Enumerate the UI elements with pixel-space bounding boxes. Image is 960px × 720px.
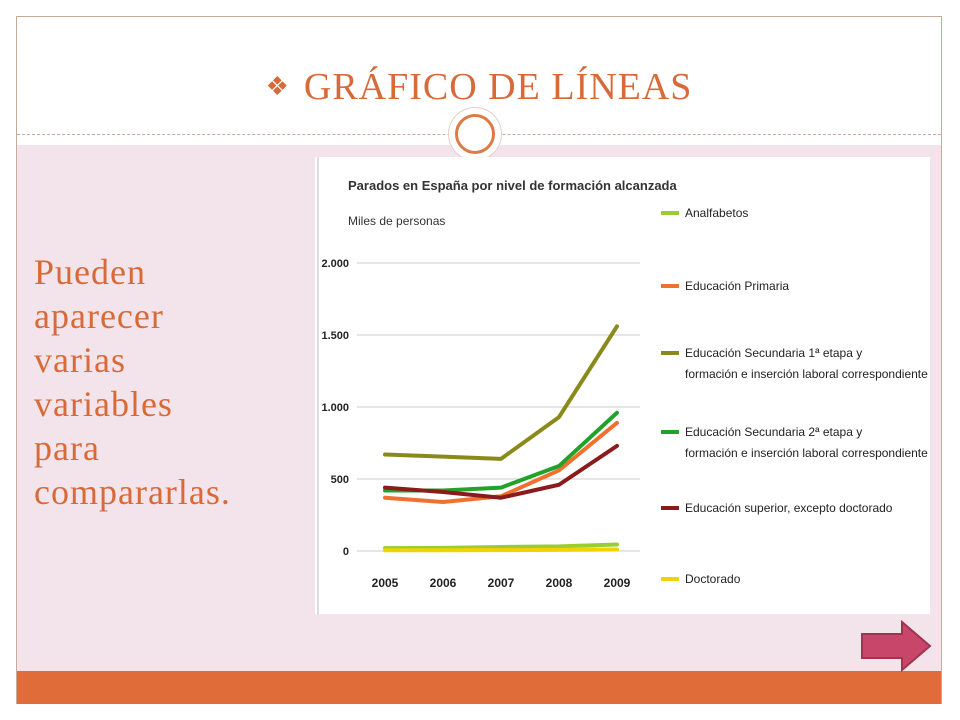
body-line: Pueden	[34, 252, 146, 292]
y-tick-label: 2.000	[321, 258, 349, 270]
legend-entry: Doctorado	[685, 572, 741, 586]
legend-entry: Educación Primaria	[685, 279, 789, 293]
ornament-circle-icon	[449, 108, 501, 160]
line-chart-svg: Parados en España por nivel de formación…	[317, 157, 928, 614]
slide-title: ❖ GRÁFICO DE LÍNEAS	[17, 65, 941, 109]
body-line: aparecer	[34, 296, 164, 336]
legend-entry: Educación Secundaria 2ª etapa y formación…	[685, 425, 928, 460]
body-line: varias	[34, 340, 126, 380]
footer-bar	[17, 671, 941, 704]
x-tick-label: 2009	[604, 576, 631, 590]
series-line	[383, 443, 619, 500]
x-tick-label: 2008	[546, 576, 573, 590]
series-line	[383, 542, 619, 551]
body-line: para	[34, 428, 100, 468]
diamond-bullet-icon: ❖	[265, 72, 290, 101]
arrow-right-icon	[861, 620, 932, 672]
next-slide-button[interactable]	[860, 620, 932, 672]
slide-body-text: Pueden aparecer varias variables para co…	[34, 250, 304, 514]
slide-title-text: GRÁFICO DE LÍNEAS	[303, 66, 693, 108]
series-line	[383, 324, 619, 461]
legend-entry: Analfabetos	[685, 206, 748, 220]
body-line: compararlas.	[34, 472, 231, 512]
y-tick-label: 1.500	[321, 330, 349, 342]
x-tick-label: 2005	[372, 576, 399, 590]
series-line	[383, 547, 619, 553]
y-tick-label: 1.000	[321, 402, 349, 414]
line-chart: Parados en España por nivel de formación…	[315, 157, 930, 614]
y-tick-label: 500	[331, 474, 349, 486]
legend-entry: Educación superior, excepto doctorado	[685, 501, 893, 515]
x-tick-label: 2007	[488, 576, 515, 590]
chart-subtitle: Miles de personas	[348, 214, 445, 228]
legend-entry: Educación Secundaria 1ª etapa y formación…	[685, 346, 928, 381]
body-line: variables	[34, 384, 173, 424]
chart-title: Parados en España por nivel de formación…	[348, 178, 677, 193]
y-tick-label: 0	[343, 546, 349, 558]
x-tick-label: 2006	[430, 576, 457, 590]
